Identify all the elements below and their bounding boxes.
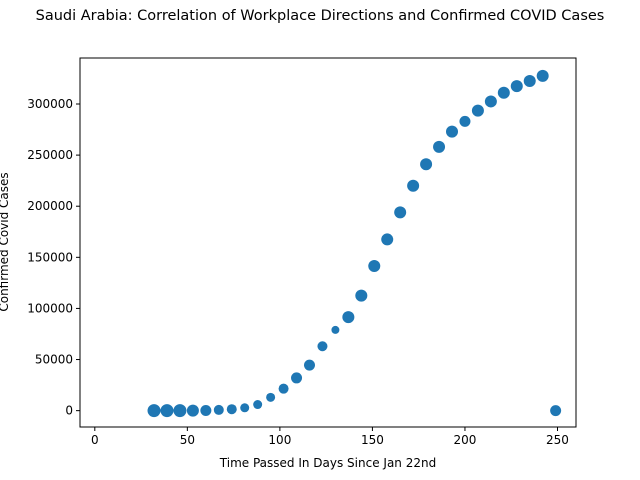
- chart-title: Saudi Arabia: Correlation of Workplace D…: [36, 8, 605, 24]
- data-point: [510, 80, 523, 93]
- data-point: [420, 158, 433, 171]
- data-point: [484, 95, 497, 108]
- x-tick-label: 50: [180, 433, 195, 447]
- y-axis-label: Confirmed Covid Cases: [0, 172, 11, 311]
- y-tick-label: 0: [65, 404, 73, 418]
- points-layer: [147, 69, 562, 418]
- data-point: [303, 359, 315, 371]
- x-axis-ticks: 0 50 100 150 200 250: [91, 427, 569, 447]
- data-point: [331, 325, 340, 334]
- x-tick-label: 200: [454, 433, 477, 447]
- data-point: [186, 404, 199, 417]
- data-point: [536, 69, 549, 82]
- data-point: [200, 405, 212, 417]
- y-tick-label: 50000: [35, 353, 73, 367]
- data-point: [226, 404, 237, 415]
- y-tick-label: 150000: [27, 250, 73, 264]
- data-point: [355, 289, 368, 302]
- data-point: [407, 179, 420, 192]
- data-point: [550, 405, 562, 417]
- y-tick-label: 200000: [27, 199, 73, 213]
- data-point: [278, 383, 289, 394]
- y-tick-label: 300000: [27, 97, 73, 111]
- data-point: [523, 74, 536, 87]
- data-point: [497, 86, 510, 99]
- data-point: [342, 311, 355, 324]
- x-tick-label: 100: [268, 433, 291, 447]
- data-point: [471, 104, 484, 117]
- data-point: [459, 115, 471, 127]
- data-point: [394, 206, 407, 219]
- data-point: [160, 404, 174, 418]
- plot-frame: [79, 57, 577, 428]
- x-tick-label: 250: [546, 433, 569, 447]
- x-axis-label: Time Passed In Days Since Jan 22nd: [219, 456, 436, 470]
- data-point: [213, 404, 224, 415]
- data-point: [266, 392, 276, 402]
- y-axis-ticks: 0 50000 100000 150000 200000 250000 300000: [27, 97, 80, 418]
- x-tick-label: 150: [361, 433, 384, 447]
- y-tick-label: 250000: [27, 148, 73, 162]
- data-point: [381, 233, 394, 246]
- x-tick-label: 0: [91, 433, 99, 447]
- data-point: [368, 260, 381, 273]
- data-point: [446, 125, 458, 138]
- y-tick-label: 100000: [27, 301, 73, 315]
- data-point: [253, 400, 263, 410]
- data-point: [291, 372, 303, 384]
- data-point: [317, 341, 328, 352]
- data-point: [240, 403, 250, 413]
- data-point: [147, 404, 161, 418]
- data-point: [433, 140, 446, 153]
- data-point: [173, 404, 187, 418]
